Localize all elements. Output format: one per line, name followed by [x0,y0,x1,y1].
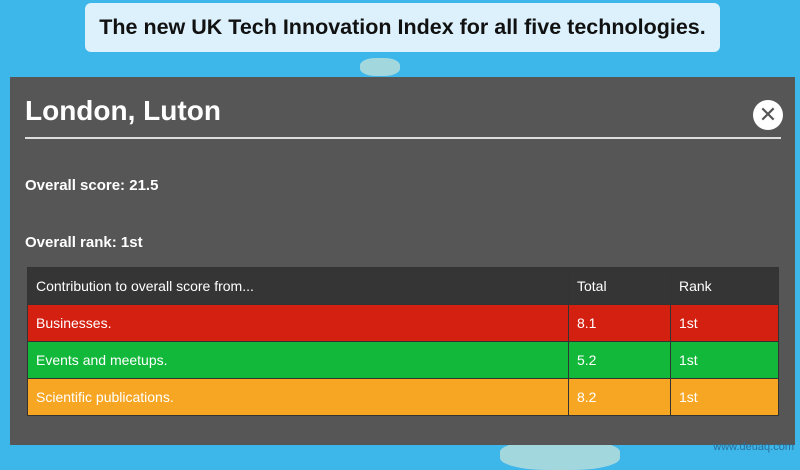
map-land [360,58,400,76]
banner-title: The new UK Tech Innovation Index for all… [85,3,720,52]
cell: 1st [670,341,779,379]
cell: Events and meetups. [27,341,569,379]
cell: 5.2 [568,341,671,379]
overall-rank: Overall rank: 1st [25,234,143,251]
header-cell: Total [568,267,671,305]
table-row: Events and meetups. 5.2 1st [27,341,779,379]
cell: 1st [670,378,779,416]
cell: 8.1 [568,304,671,342]
panel-title: London, Luton [25,95,221,126]
cell: 1st [670,304,779,342]
close-button[interactable]: ✕ [753,100,783,130]
info-panel: London, Luton ✕ Overall score: 21.5 Over… [10,77,795,445]
page: The new UK Tech Innovation Index for all… [10,3,795,470]
table-row: Scientific publications. 8.2 1st [27,378,779,416]
table-row: Businesses. 8.1 1st [27,304,779,342]
table-header: Contribution to overall score from... To… [27,267,779,305]
score-table: Contribution to overall score from... To… [27,267,779,416]
cell: Scientific publications. [27,378,569,416]
cell: 8.2 [568,378,671,416]
watermark: www.deuaq.com [713,441,794,453]
header-cell: Rank [670,267,779,305]
divider [25,137,781,139]
overall-score: Overall score: 21.5 [25,177,159,194]
cell: Businesses. [27,304,569,342]
header-cell: Contribution to overall score from... [27,267,569,305]
